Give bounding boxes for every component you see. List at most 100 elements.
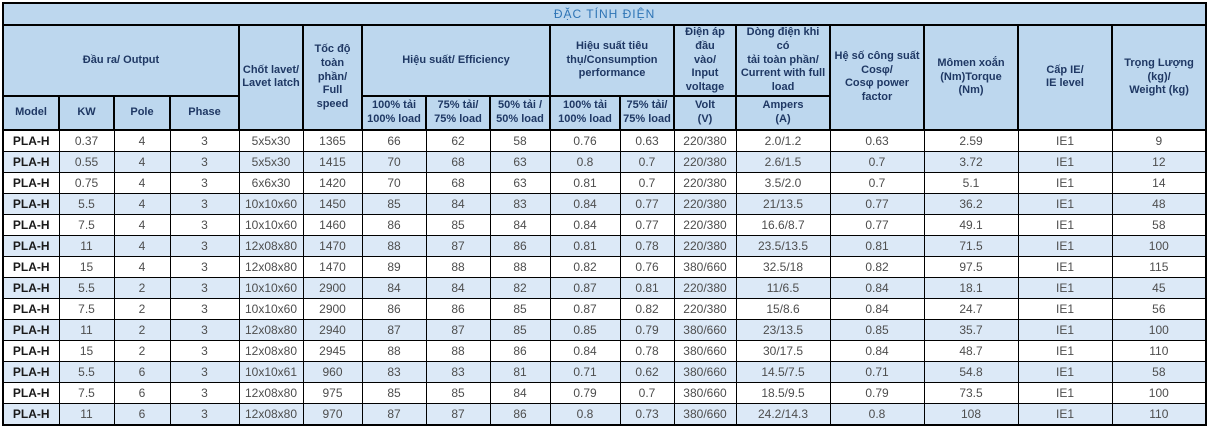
cell-ie-level: IE1 bbox=[1017, 276, 1113, 299]
header-full-speed: Tốc độ toàn phần/ Full speed bbox=[302, 24, 363, 131]
cell-full-speed: 1470 bbox=[302, 234, 363, 257]
header-consumption-group: Hiệu suất tiêu thụ/Consumption performan… bbox=[549, 24, 675, 97]
cell-lavet-latch: 10x10x60 bbox=[238, 213, 304, 236]
header-torque: Mômen xoắn (Nm)Torque (Nm) bbox=[923, 24, 1019, 131]
cell-kw: 5.5 bbox=[58, 360, 115, 383]
cell-cons-75: 0.7 bbox=[619, 171, 675, 194]
cell-phase: 3 bbox=[169, 276, 240, 299]
cell-ampers: 30/17.5 bbox=[735, 339, 831, 362]
table-row: PLA-H 7.5 6 3 12x08x80 975 85 85 84 0.79… bbox=[2, 381, 1207, 404]
cell-cons-75: 0.79 bbox=[619, 318, 675, 341]
cell-pole: 4 bbox=[113, 129, 171, 152]
cell-pole: 4 bbox=[113, 213, 171, 236]
cell-phase: 3 bbox=[169, 150, 240, 173]
cell-ie-level: IE1 bbox=[1017, 171, 1113, 194]
cell-weight: 100 bbox=[1111, 318, 1207, 341]
cell-eff-100: 86 bbox=[361, 213, 427, 236]
cell-eff-75: 68 bbox=[425, 150, 491, 173]
cell-eff-75: 85 bbox=[425, 213, 491, 236]
cell-cos-phi: 0.71 bbox=[829, 360, 925, 383]
cell-eff-100: 84 bbox=[361, 276, 427, 299]
cell-kw: 5.5 bbox=[58, 192, 115, 215]
cell-weight: 9 bbox=[1111, 129, 1207, 152]
cell-cons-75: 0.7 bbox=[619, 150, 675, 173]
cell-phase: 3 bbox=[169, 381, 240, 404]
table-row: PLA-H 0.37 4 3 5x5x30 1365 66 62 58 0.76… bbox=[2, 129, 1207, 152]
cell-volt: 220/380 bbox=[673, 297, 737, 320]
cell-cons-75: 0.7 bbox=[619, 381, 675, 404]
header-full-load-current: Dòng điện khi có tải toàn phần/ Current … bbox=[735, 24, 831, 97]
cell-model: PLA-H bbox=[2, 381, 60, 404]
cell-ie-level: IE1 bbox=[1017, 360, 1113, 383]
cell-eff-50: 86 bbox=[489, 402, 551, 426]
cell-model: PLA-H bbox=[2, 129, 60, 152]
cell-phase: 3 bbox=[169, 234, 240, 257]
cell-torque: 73.5 bbox=[923, 381, 1019, 404]
cell-full-speed: 1420 bbox=[302, 171, 363, 194]
cell-model: PLA-H bbox=[2, 192, 60, 215]
cell-cos-phi: 0.84 bbox=[829, 297, 925, 320]
cell-weight: 58 bbox=[1111, 213, 1207, 236]
cell-weight: 48 bbox=[1111, 192, 1207, 215]
cell-model: PLA-H bbox=[2, 213, 60, 236]
cell-eff-75: 88 bbox=[425, 255, 491, 278]
cell-weight: 100 bbox=[1111, 381, 1207, 404]
cell-eff-75: 85 bbox=[425, 381, 491, 404]
cell-model: PLA-H bbox=[2, 402, 60, 426]
cell-ampers: 11/6.5 bbox=[735, 276, 831, 299]
cell-cons-100: 0.8 bbox=[549, 150, 621, 173]
cell-volt: 220/380 bbox=[673, 234, 737, 257]
cell-phase: 3 bbox=[169, 213, 240, 236]
cell-full-speed: 1450 bbox=[302, 192, 363, 215]
cell-cons-75: 0.78 bbox=[619, 234, 675, 257]
cell-full-speed: 2940 bbox=[302, 318, 363, 341]
cell-cos-phi: 0.63 bbox=[829, 129, 925, 152]
cell-torque: 108 bbox=[923, 402, 1019, 426]
cell-full-speed: 1470 bbox=[302, 255, 363, 278]
cell-phase: 3 bbox=[169, 171, 240, 194]
cell-torque: 3.72 bbox=[923, 150, 1019, 173]
cell-cons-75: 0.77 bbox=[619, 192, 675, 215]
cell-eff-50: 84 bbox=[489, 213, 551, 236]
cell-phase: 3 bbox=[169, 255, 240, 278]
sub-header-row: Model KW Pole Phase 100% tải 100% load 7… bbox=[2, 94, 1206, 131]
cell-kw: 7.5 bbox=[58, 381, 115, 404]
cell-eff-100: 89 bbox=[361, 255, 427, 278]
cell-cons-100: 0.76 bbox=[549, 129, 621, 152]
cell-pole: 6 bbox=[113, 381, 171, 404]
cell-volt: 220/380 bbox=[673, 129, 737, 152]
cell-volt: 220/380 bbox=[673, 171, 737, 194]
header-weight: Trọng Lượng (kg)/ Weight (kg) bbox=[1110, 24, 1207, 131]
cell-eff-75: 88 bbox=[425, 339, 491, 362]
cell-ie-level: IE1 bbox=[1017, 339, 1113, 362]
cell-pole: 2 bbox=[113, 276, 171, 299]
cell-full-speed: 970 bbox=[302, 402, 363, 426]
cell-full-speed: 1460 bbox=[302, 213, 363, 236]
cell-torque: 5.1 bbox=[923, 171, 1019, 194]
cell-lavet-latch: 12x08x80 bbox=[238, 402, 304, 426]
header-ampers: Ampers (A) bbox=[735, 94, 831, 131]
table-title: ĐẶC TÍNH ĐIỆN bbox=[1, 2, 1207, 26]
cell-lavet-latch: 10x10x60 bbox=[238, 192, 304, 215]
cell-kw: 11 bbox=[58, 234, 115, 257]
cell-volt: 220/380 bbox=[673, 276, 737, 299]
cell-phase: 3 bbox=[169, 297, 240, 320]
table-row: PLA-H 11 6 3 12x08x80 970 87 87 86 0.8 0… bbox=[2, 402, 1207, 426]
table-row: PLA-H 11 4 3 12x08x80 1470 88 87 86 0.81… bbox=[2, 234, 1207, 257]
cell-eff-50: 82 bbox=[489, 276, 551, 299]
title-row: ĐẶC TÍNH ĐIỆN bbox=[1, 2, 1207, 26]
cell-weight: 45 bbox=[1111, 276, 1207, 299]
cell-eff-100: 83 bbox=[361, 360, 427, 383]
cell-eff-100: 85 bbox=[361, 381, 427, 404]
cell-cos-phi: 0.7 bbox=[829, 150, 925, 173]
cell-eff-75: 87 bbox=[425, 318, 491, 341]
cell-phase: 3 bbox=[169, 360, 240, 383]
cell-cos-phi: 0.79 bbox=[829, 381, 925, 404]
cell-kw: 15 bbox=[58, 255, 115, 278]
cell-cos-phi: 0.82 bbox=[829, 255, 925, 278]
header-phase: Phase bbox=[169, 94, 240, 131]
cell-volt: 220/380 bbox=[673, 150, 737, 173]
cell-torque: 48.7 bbox=[923, 339, 1019, 362]
cell-lavet-latch: 10x10x61 bbox=[238, 360, 304, 383]
